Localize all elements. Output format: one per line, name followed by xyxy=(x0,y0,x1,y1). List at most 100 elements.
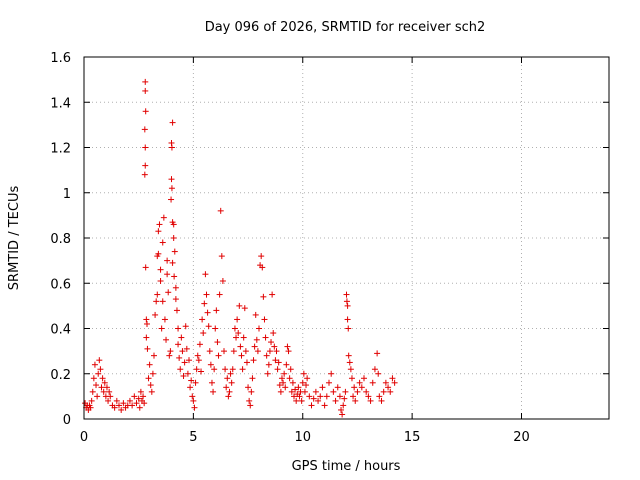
data-point xyxy=(310,395,317,402)
data-point xyxy=(288,388,295,395)
data-point xyxy=(250,357,257,364)
data-point xyxy=(341,395,348,402)
data-point xyxy=(181,359,188,366)
data-point xyxy=(212,325,219,332)
data-point xyxy=(198,368,205,375)
data-point xyxy=(172,296,179,303)
data-point xyxy=(120,400,127,407)
data-point xyxy=(280,379,287,386)
data-point xyxy=(158,325,165,332)
data-point xyxy=(101,379,108,386)
data-point xyxy=(344,316,351,323)
data-point xyxy=(376,393,383,400)
data-point xyxy=(292,386,299,393)
data-point xyxy=(365,393,372,400)
data-point xyxy=(141,126,148,133)
data-point xyxy=(196,341,203,348)
data-point xyxy=(167,348,174,355)
data-point xyxy=(161,316,168,323)
data-point xyxy=(222,366,229,373)
y-tick-label: 0.4 xyxy=(50,323,71,338)
y-tick-label: 1 xyxy=(63,187,71,202)
data-point xyxy=(100,388,107,395)
data-point xyxy=(171,248,178,255)
data-point xyxy=(224,375,231,382)
data-point xyxy=(200,330,207,337)
data-point xyxy=(303,382,310,389)
data-point xyxy=(170,221,177,228)
data-point xyxy=(169,259,176,266)
data-point xyxy=(354,388,361,395)
y-tick-label: 0 xyxy=(63,413,71,428)
data-point xyxy=(94,393,101,400)
data-point xyxy=(144,345,151,352)
data-point xyxy=(166,352,173,359)
data-point xyxy=(289,379,296,386)
data-point xyxy=(156,221,163,228)
data-point xyxy=(268,339,275,346)
data-point xyxy=(206,348,213,355)
data-point xyxy=(239,366,246,373)
data-point xyxy=(193,366,200,373)
data-point xyxy=(165,289,172,296)
data-point xyxy=(291,393,297,400)
data-point xyxy=(308,402,315,409)
data-point xyxy=(278,375,285,382)
data-point xyxy=(163,336,170,343)
data-point xyxy=(228,379,235,386)
axis-ticks xyxy=(83,56,609,420)
data-point xyxy=(338,406,345,413)
data-point xyxy=(219,277,226,284)
data-point xyxy=(276,382,283,389)
data-point xyxy=(339,411,346,418)
data-point xyxy=(298,397,305,404)
data-point xyxy=(168,176,175,183)
data-point xyxy=(142,162,149,169)
data-point xyxy=(168,196,175,203)
data-point xyxy=(251,343,258,350)
data-point xyxy=(91,361,98,368)
data-point xyxy=(266,348,273,355)
data-point xyxy=(301,388,308,395)
data-point xyxy=(371,366,378,373)
data-point xyxy=(159,298,166,305)
data-point xyxy=(240,334,247,341)
data-point xyxy=(227,370,234,377)
data-point xyxy=(180,373,187,380)
data-point xyxy=(142,87,149,94)
data-point xyxy=(285,348,292,355)
data-point xyxy=(99,375,106,382)
data-point xyxy=(216,291,223,298)
data-point xyxy=(201,300,208,307)
y-tick-label: 0.6 xyxy=(50,277,71,292)
data-point xyxy=(143,334,150,341)
data-points xyxy=(82,78,398,418)
data-point xyxy=(160,214,167,221)
plot-frame xyxy=(83,56,610,420)
data-point xyxy=(277,388,284,395)
data-point xyxy=(183,345,190,352)
data-point xyxy=(242,348,249,355)
data-point xyxy=(103,384,110,391)
data-point xyxy=(176,354,183,361)
data-point xyxy=(252,311,259,318)
data-point xyxy=(352,397,359,404)
data-point xyxy=(351,384,358,391)
data-point xyxy=(306,393,313,400)
data-point xyxy=(96,357,103,364)
data-point xyxy=(145,375,152,382)
data-point xyxy=(391,379,398,386)
data-point xyxy=(330,388,337,395)
data-point xyxy=(345,325,352,332)
data-point xyxy=(98,384,105,391)
data-point xyxy=(116,402,122,409)
data-point xyxy=(261,316,268,323)
x-tick-label: 20 xyxy=(513,430,530,445)
data-point xyxy=(262,334,269,341)
data-point xyxy=(186,357,192,364)
x-tick-label: 10 xyxy=(294,430,311,445)
data-point xyxy=(226,388,233,395)
data-point xyxy=(194,352,201,359)
data-point xyxy=(241,305,248,312)
